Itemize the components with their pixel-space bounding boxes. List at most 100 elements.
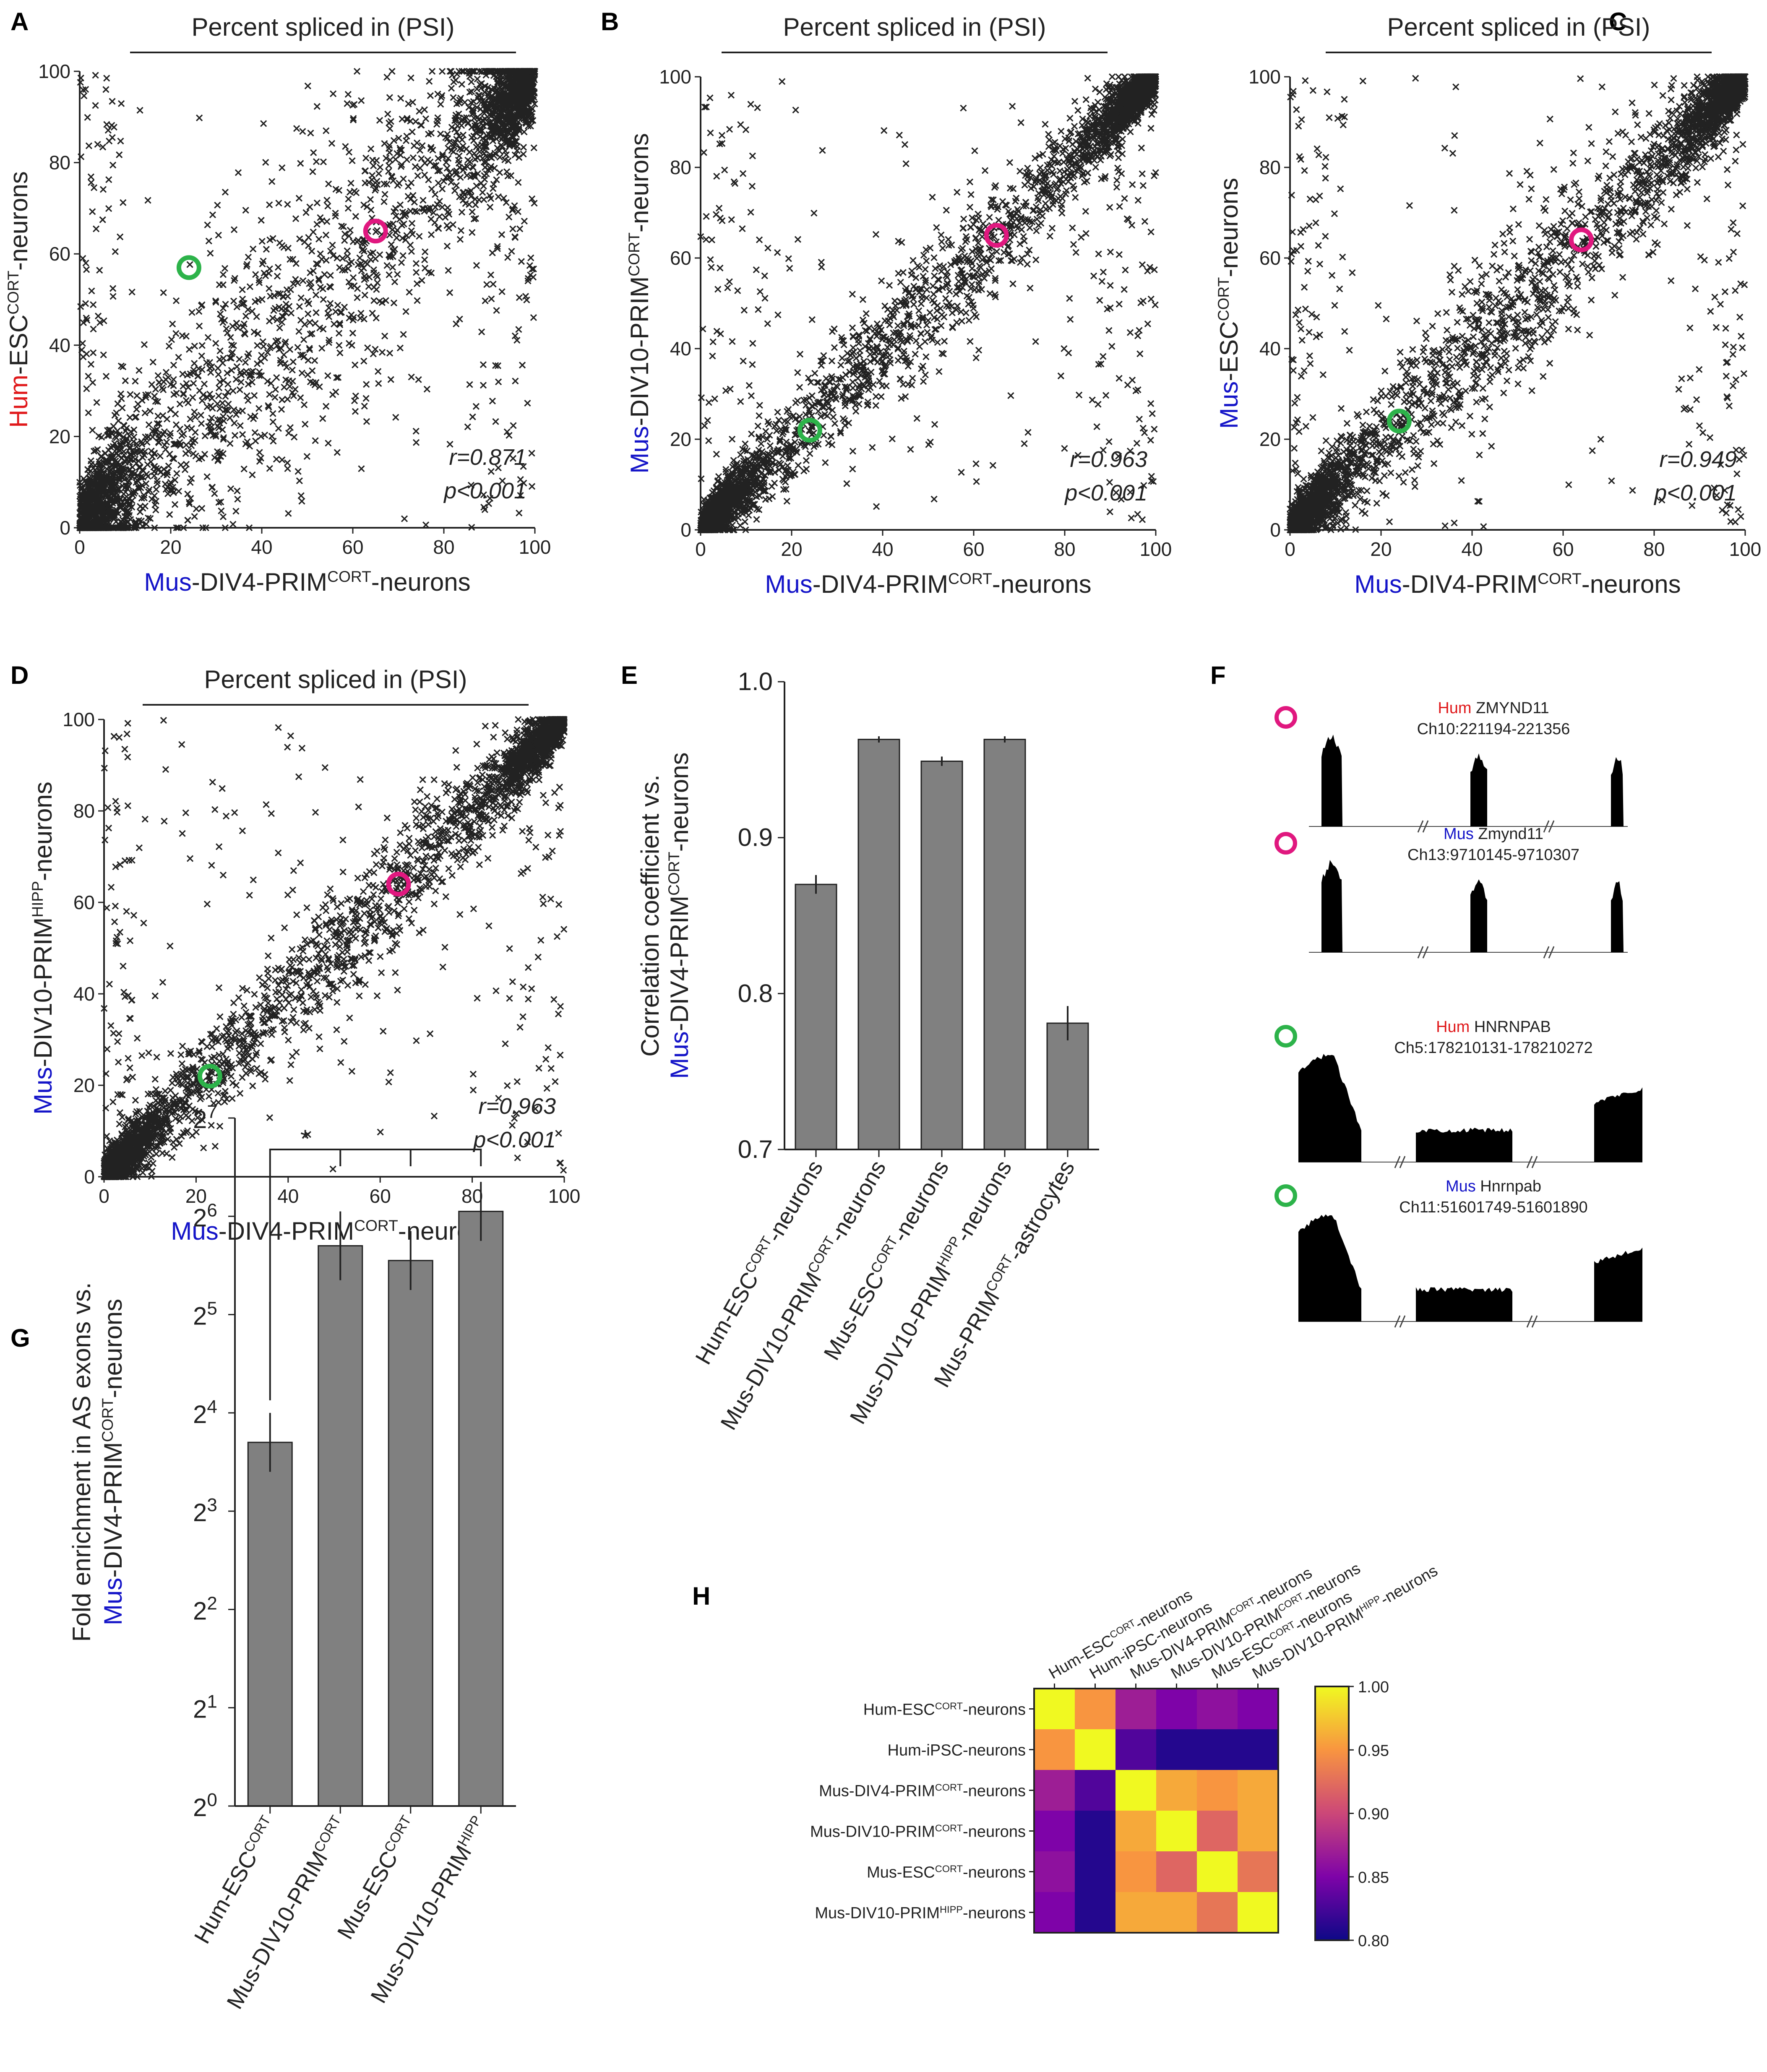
scatter-point — [109, 162, 117, 169]
scatter-point — [322, 403, 330, 410]
scatter-point — [252, 438, 259, 445]
scatter-point — [456, 315, 463, 323]
scatter-point — [376, 164, 384, 171]
scatter-point — [336, 321, 344, 328]
scatter-point — [381, 332, 388, 340]
scatter-point — [967, 224, 974, 231]
scatter-point — [1141, 218, 1149, 225]
scatter-point — [270, 438, 277, 445]
scatter-point — [230, 226, 238, 233]
scatter-point — [84, 114, 91, 121]
scatter-point — [504, 254, 511, 261]
scatter-point — [360, 201, 367, 209]
scatter-point — [414, 297, 421, 304]
scatter-point — [266, 391, 273, 398]
scatter-point — [363, 418, 370, 425]
scatter-point — [872, 393, 880, 400]
scatter-point — [416, 233, 423, 240]
scatter-point — [476, 97, 483, 105]
scatter-point — [171, 501, 179, 508]
scatter-point — [409, 128, 416, 136]
scatter-point — [352, 392, 359, 399]
scatter-point — [318, 344, 326, 352]
scatter-point — [496, 147, 503, 154]
scatter-point — [422, 115, 430, 122]
scatter-point — [87, 361, 95, 368]
scatter-point — [506, 432, 513, 439]
scatter-point — [246, 443, 253, 450]
scatter-point — [155, 420, 163, 427]
scatter-point — [432, 191, 439, 198]
scatter-point — [227, 440, 234, 447]
scatter-point — [1115, 251, 1123, 258]
scatter-point — [242, 368, 250, 375]
scatter-point — [287, 424, 294, 431]
scatter-point — [464, 423, 471, 430]
scatter-point — [920, 252, 928, 259]
scatter-point — [896, 131, 903, 139]
scatter-point — [128, 289, 136, 296]
scatter-point — [413, 280, 421, 287]
scatter-point — [912, 350, 919, 358]
scatter-point — [369, 310, 376, 317]
scatter-point — [221, 265, 229, 272]
scatter-point — [456, 68, 463, 75]
scatter-point — [204, 222, 211, 229]
scatter-point — [360, 248, 367, 255]
scatter-point — [193, 505, 200, 513]
scatter-point — [421, 106, 428, 113]
x-tick-label: 20 — [160, 536, 181, 558]
scatter-point — [811, 370, 818, 377]
scatter-point — [849, 324, 856, 331]
scatter-point — [354, 294, 361, 301]
scatter-point — [313, 158, 320, 165]
scatter-point — [130, 433, 138, 440]
scatter-point — [219, 513, 227, 521]
scatter-point — [88, 179, 95, 186]
scatter-point — [242, 313, 250, 320]
scatter-point — [754, 104, 761, 111]
scatter-point — [520, 143, 527, 151]
scatter-point — [487, 468, 495, 475]
scatter-point — [463, 114, 470, 121]
scatter-point — [297, 294, 305, 302]
y-axis-title-part: -ESC — [5, 315, 33, 375]
scatter-point — [375, 368, 382, 375]
scatter-point — [317, 284, 324, 291]
scatter-point — [233, 363, 240, 370]
scatter-point — [219, 305, 227, 312]
scatter-point — [417, 122, 425, 129]
scatter-point — [435, 180, 442, 187]
scatter-point — [258, 238, 266, 245]
scatter-point — [400, 331, 407, 338]
scatter-point — [925, 317, 932, 324]
scatter-point — [831, 420, 839, 427]
scatter-point — [295, 195, 303, 202]
scatter-point — [304, 82, 311, 90]
scatter-point — [495, 193, 502, 200]
scatter-point — [368, 176, 375, 183]
scatter-point — [367, 206, 375, 214]
scatter-point — [803, 457, 810, 464]
scatter-point — [349, 116, 357, 124]
scatter-point — [873, 503, 880, 510]
scatter-point — [198, 342, 206, 349]
scatter-point — [344, 205, 352, 212]
scatter-point — [227, 485, 235, 493]
scatter-point — [159, 384, 166, 391]
scatter-point — [162, 369, 170, 376]
scatter-point — [220, 354, 227, 362]
scatter-point — [422, 248, 429, 255]
scatter-point — [230, 297, 237, 305]
scatter-point — [409, 154, 417, 162]
scatter-point — [90, 349, 97, 357]
scatter-point — [952, 290, 959, 298]
scatter-point — [289, 367, 296, 374]
scatter-point — [842, 402, 849, 409]
scatter-point — [294, 344, 301, 351]
scatter-point — [390, 299, 398, 307]
scatter-point — [132, 378, 139, 385]
scatter-point — [122, 377, 129, 384]
scatter-point — [971, 147, 978, 154]
scatter-point — [378, 349, 386, 356]
